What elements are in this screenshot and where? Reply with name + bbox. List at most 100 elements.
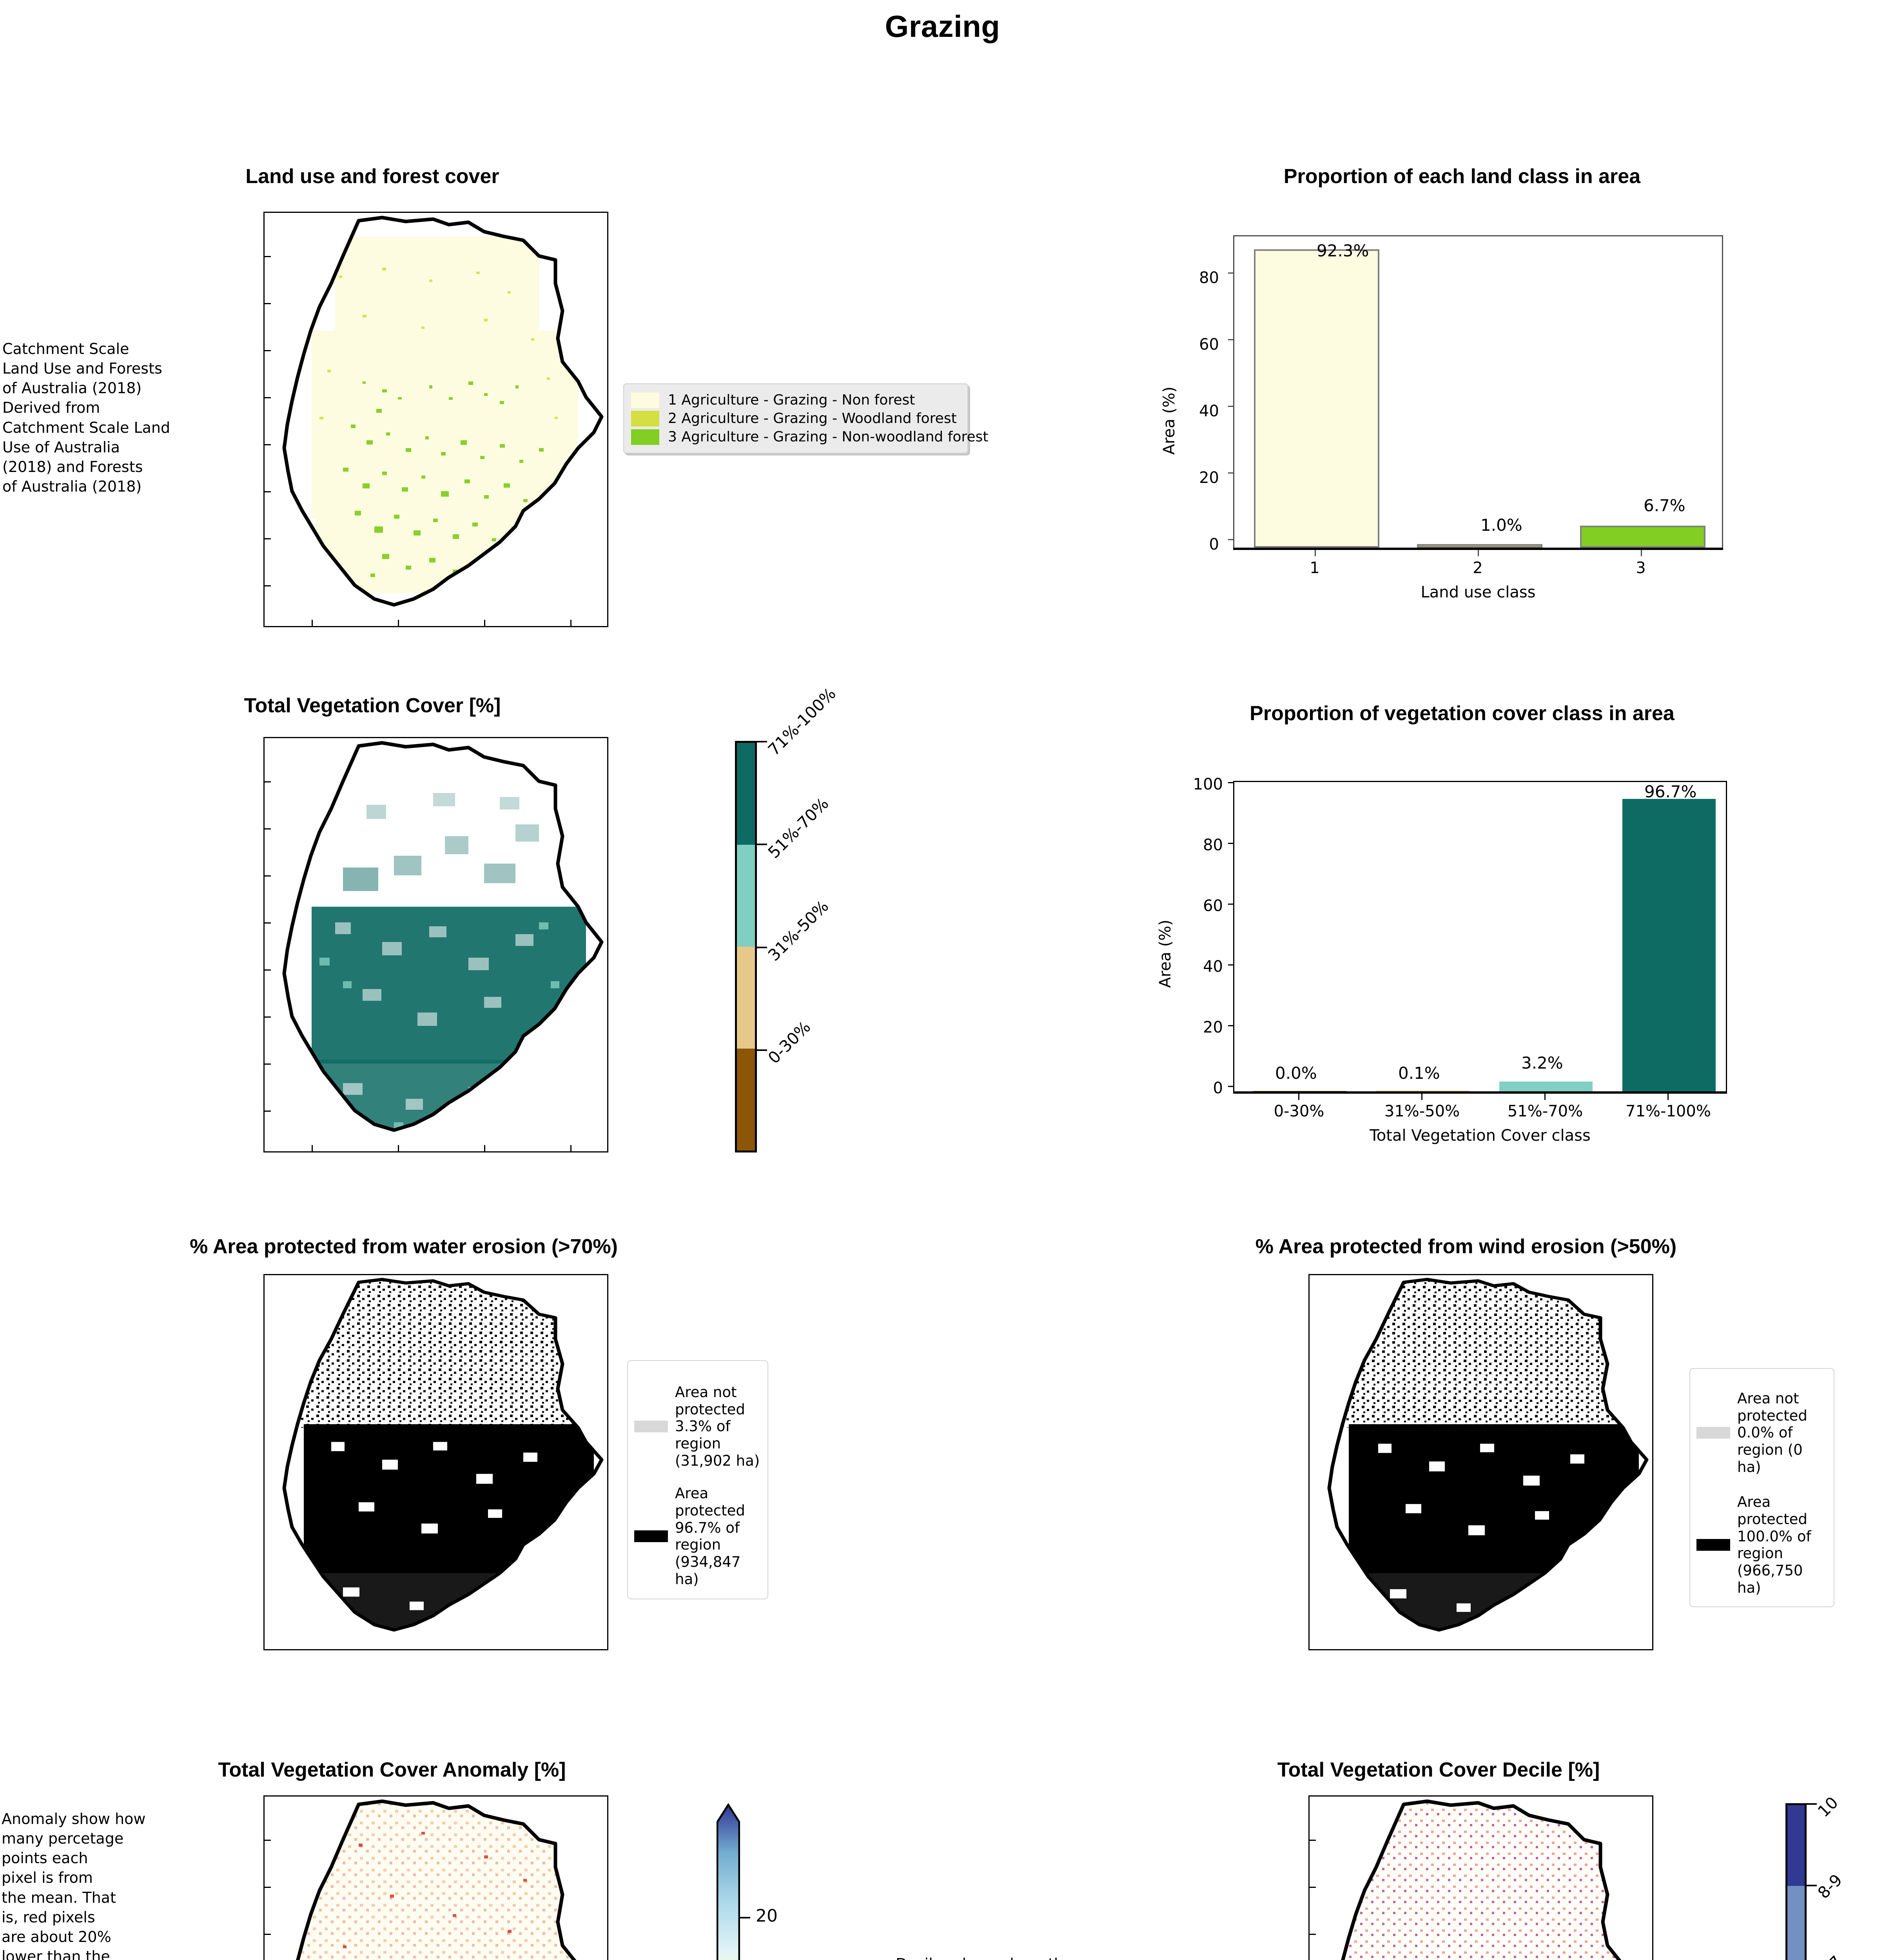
legend-label: Area not protected 3.3% of region (31,90…: [675, 1384, 760, 1469]
xtick-label: 2: [1473, 559, 1483, 577]
ytick-label: 40: [1203, 958, 1223, 976]
veg-class-chart-title: Proportion of vegetation cover class in …: [1250, 702, 1675, 725]
land-use-map-canvas: [282, 216, 604, 607]
ytick-label: 20: [1203, 1018, 1223, 1036]
legend-swatch-non-woodland-forest: [631, 429, 659, 445]
wind-erosion-map[interactable]: [1308, 1274, 1653, 1650]
veg-class-chart-ylabel: Area (%): [1156, 920, 1174, 988]
colorbar-class-51-70: [737, 845, 755, 947]
water-erosion-legend[interactable]: Area not protected 3.3% of region (31,90…: [627, 1360, 768, 1599]
xtick-label: 0-30%: [1274, 1102, 1324, 1120]
land-class-chart[interactable]: Area (%) 80 60 40 20 0 92.3% 1.0% 6.7% 1…: [1133, 212, 1799, 627]
ytick-label: 0: [1213, 1079, 1223, 1097]
page-title: Grazing: [885, 9, 1000, 44]
legend-swatch-non-forest: [631, 392, 659, 408]
ytick-label: 60: [1199, 336, 1219, 354]
bar-value-label: 0.1%: [1398, 1063, 1440, 1083]
veg-class-chart[interactable]: Area (%) 100 80 60 40 20 0 0.0% 0.1% 3.2…: [1133, 745, 1799, 1160]
bar-veg-71-100[interactable]: [1622, 799, 1716, 1091]
anomaly-map[interactable]: [263, 1795, 608, 1960]
anomaly-note: Anomaly show how many percetage points e…: [2, 1810, 146, 1960]
bar-class-1[interactable]: [1254, 249, 1379, 548]
ytick-label: 0: [1209, 535, 1219, 554]
water-erosion-map[interactable]: [263, 1274, 608, 1650]
legend-item: Area not protected 0.0% of region (0 ha): [1696, 1390, 1827, 1475]
bar-value-label: 92.3%: [1317, 241, 1369, 260]
legend-label: Area protected 100.0% of region (966,750…: [1737, 1494, 1811, 1596]
legend-item: 3 Agriculture - Grazing - Non-woodland f…: [631, 429, 988, 445]
colorbar-label: 31%-50%: [764, 897, 833, 965]
colorbar-class-0-30: [737, 1049, 755, 1151]
veg-class-chart-xlabel: Total Vegetation Cover class: [1370, 1127, 1591, 1145]
colorbar-label: 71%-100%: [764, 684, 840, 759]
wind-erosion-map-title: % Area protected from wind erosion (>50%…: [1255, 1235, 1677, 1258]
anomaly-colorbar-gradient: [717, 1803, 740, 1960]
decile-map-title: Total Vegetation Cover Decile [%]: [1277, 1759, 1600, 1781]
veg-cover-map[interactable]: [263, 737, 608, 1152]
legend-label: 2 Agriculture - Grazing - Woodland fores…: [668, 410, 957, 426]
anomaly-map-canvas: [284, 1799, 602, 1960]
ytick-label: 60: [1203, 897, 1223, 915]
veg-cover-map-canvas: [282, 741, 604, 1132]
water-erosion-map-canvas: [282, 1278, 604, 1632]
legend-swatch-not-protected: [1696, 1427, 1730, 1439]
decile-note: Deciles show where the pixel value lies …: [896, 1954, 1103, 1960]
xtick-label: 51%-70%: [1507, 1102, 1583, 1120]
colorbar-label: 51%-70%: [764, 794, 833, 862]
legend-swatch-woodland-forest: [631, 410, 659, 426]
decile-map[interactable]: [1308, 1795, 1653, 1960]
anomaly-map-title: Total Vegetation Cover Anomaly [%]: [218, 1759, 566, 1781]
colorbar-label: 10: [1814, 1793, 1842, 1821]
land-use-map-title: Land use and forest cover: [245, 165, 499, 188]
legend-item: 1 Agriculture - Grazing - Non forest: [631, 392, 960, 408]
bar-class-3[interactable]: [1580, 526, 1705, 548]
legend-swatch-protected: [634, 1530, 668, 1543]
xtick-label: 71%-100%: [1626, 1102, 1711, 1120]
colorbar-class-31-50: [737, 947, 755, 1049]
land-use-source-note: Catchment Scale Land Use and Forests of …: [2, 340, 171, 495]
colorbar-class-71-100: [737, 743, 755, 845]
ytick-label: 80: [1203, 836, 1223, 854]
veg-class-plot-area: 0.0% 0.1% 3.2% 96.7%: [1228, 781, 1727, 1093]
colorbar-tick-label: 20: [756, 1906, 778, 1926]
xtick-label: 1: [1310, 559, 1320, 577]
legend-swatch-protected: [1696, 1539, 1730, 1551]
xtick-label: 3: [1636, 559, 1646, 577]
land-class-chart-xlabel: Land use class: [1421, 583, 1536, 601]
legend-item: Area not protected 3.3% of region (31,90…: [634, 1384, 761, 1469]
anomaly-colorbar[interactable]: 20 10 0 −10 −20: [717, 1803, 778, 1960]
legend-item: 2 Agriculture - Grazing - Woodland fores…: [631, 410, 960, 426]
veg-cover-colorbar[interactable]: 71%-100% 51%-70% 31%-50% 0-30%: [735, 684, 840, 1152]
bar-value-label: 96.7%: [1644, 782, 1697, 801]
bar-class-2[interactable]: [1417, 544, 1542, 548]
colorbar-label: 0-30%: [764, 1017, 815, 1067]
land-class-plot-area: 92.3% 1.0% 6.7%: [1228, 235, 1723, 549]
legend-item: Area protected 100.0% of region (966,750…: [1696, 1494, 1827, 1596]
land-use-legend[interactable]: 1 Agriculture - Grazing - Non forest 2 A…: [623, 383, 988, 454]
legend-label: Area not protected 0.0% of region (0 ha): [1737, 1390, 1807, 1475]
bar-veg-51-70[interactable]: [1499, 1082, 1593, 1091]
xtick-label: 31%-50%: [1384, 1102, 1460, 1120]
colorbar-class-10: [1787, 1805, 1805, 1886]
decile-colorbar[interactable]: 10 8-9 4-7 2-3 1: [1785, 1793, 1846, 1960]
legend-item: Area protected 96.7% of region (934,847 …: [634, 1485, 761, 1588]
colorbar-label: 4-7: [1814, 1952, 1846, 1960]
legend-label: Area protected 96.7% of region (934,847 …: [675, 1485, 745, 1588]
wind-erosion-map-canvas: [1327, 1278, 1649, 1632]
land-class-chart-ylabel: Area (%): [1160, 387, 1178, 455]
wind-erosion-legend[interactable]: Area not protected 0.0% of region (0 ha)…: [1689, 1368, 1834, 1607]
land-class-chart-title: Proportion of each land class in area: [1283, 165, 1641, 188]
ytick-label: 20: [1199, 469, 1219, 487]
bar-value-label: 1.0%: [1480, 515, 1522, 535]
legend-swatch-not-protected: [634, 1421, 668, 1433]
ytick-label: 80: [1199, 269, 1219, 287]
bar-value-label: 0.0%: [1275, 1063, 1317, 1083]
legend-label: 1 Agriculture - Grazing - Non forest: [668, 392, 915, 408]
legend-label: 3 Agriculture - Grazing - Non-woodland f…: [668, 429, 989, 445]
land-use-map[interactable]: [263, 212, 608, 627]
veg-cover-map-title: Total Vegetation Cover [%]: [244, 694, 501, 717]
colorbar-class-8-9: [1787, 1886, 1805, 1960]
decile-map-canvas: [1329, 1799, 1647, 1960]
bar-value-label: 6.7%: [1644, 496, 1685, 515]
bar-value-label: 3.2%: [1521, 1053, 1563, 1073]
